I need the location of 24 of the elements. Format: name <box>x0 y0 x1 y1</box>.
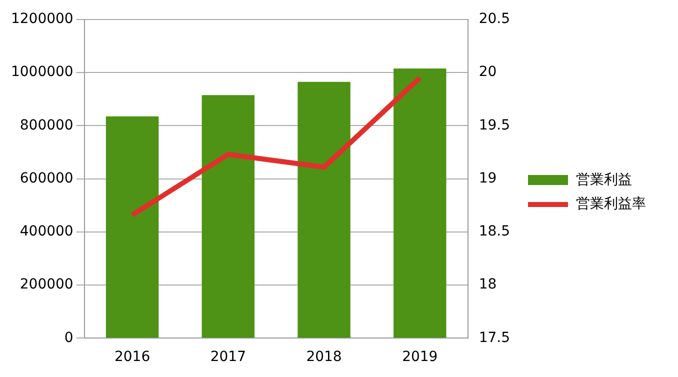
y2-tick-label: 20.5 <box>478 11 510 28</box>
y2-tick-label: 20 <box>478 64 497 80</box>
y2-tick-label: 18 <box>478 276 497 293</box>
y2-tick-label: 17.5 <box>478 330 510 346</box>
y-tick-label: 1200000 <box>10 11 74 28</box>
y-tick-label: 0 <box>64 330 74 346</box>
legend-label: 営業利益率 <box>576 195 646 213</box>
x-tick-label: 2016 <box>114 349 150 366</box>
y2-tick-label: 19 <box>478 170 497 186</box>
y-tick-label: 600000 <box>20 170 74 186</box>
legend-label: 営業利益 <box>576 171 632 189</box>
bar <box>106 116 159 338</box>
y-tick-label: 800000 <box>20 117 74 134</box>
y2-tick-label: 19.5 <box>478 117 510 134</box>
bar <box>202 95 255 338</box>
x-tick-label: 2018 <box>306 349 342 366</box>
y-tick-label: 1000000 <box>10 64 74 80</box>
y-tick-label: 200000 <box>20 276 74 293</box>
bar <box>394 68 446 338</box>
x-tick-label: 2017 <box>210 349 246 366</box>
x-tick-label: 2019 <box>402 349 438 366</box>
bar <box>298 82 350 338</box>
y-tick-label: 400000 <box>20 224 74 240</box>
y2-tick-label: 18.5 <box>478 224 510 240</box>
